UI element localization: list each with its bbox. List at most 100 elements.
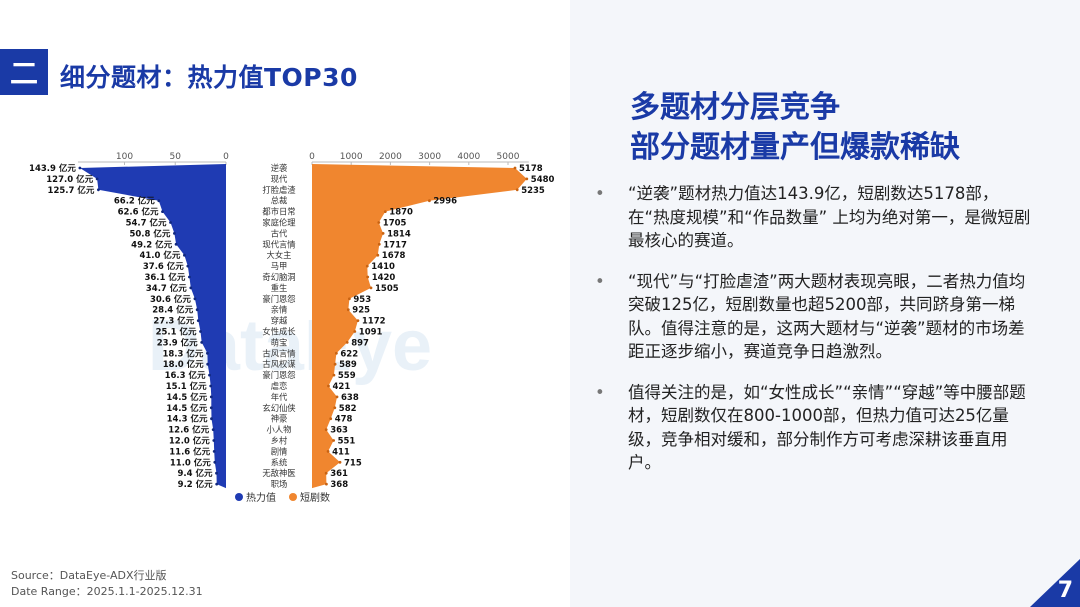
category-label: 马甲 — [271, 261, 288, 271]
heat-data-label: 125.7 亿元 — [48, 185, 95, 196]
right-axis-tick-label: 5000 — [497, 152, 520, 162]
heat-point — [195, 308, 199, 312]
count-data-label: 582 — [339, 404, 357, 414]
category-label: 古风权谋 — [262, 359, 296, 369]
count-point — [353, 330, 357, 333]
heat-data-label: 36.1 亿元 — [144, 272, 185, 283]
heat-data-label: 41.0 亿元 — [139, 250, 180, 261]
headline-line-1: 多题材分层竞争 — [630, 90, 840, 125]
count-point — [333, 362, 337, 366]
category-label: 古风言情 — [262, 348, 295, 358]
heat-data-label: 14.5 亿元 — [166, 392, 207, 403]
category-label: 逆袭 — [271, 163, 288, 173]
count-point — [428, 199, 431, 203]
count-point — [332, 439, 335, 442]
page-number: 7 — [1057, 578, 1073, 603]
heat-point — [210, 417, 213, 421]
heat-point — [209, 384, 213, 388]
count-data-label: 1172 — [362, 317, 386, 327]
count-point — [335, 395, 339, 399]
count-data-label: 925 — [352, 306, 370, 316]
category-label: 打脸虐渣 — [262, 185, 296, 195]
heat-point — [196, 319, 200, 322]
category-label: 大女主 — [267, 250, 292, 260]
count-point — [515, 188, 519, 192]
heat-data-label: 62.6 亿元 — [118, 207, 159, 218]
bullet-list: • “逆袭”题材热力值达143.9亿，短剧数达5178部，在“热度规模”和“作品数… — [595, 182, 1035, 492]
count-point — [377, 242, 381, 246]
count-data-label: 1678 — [382, 251, 406, 261]
category-label: 现代 — [271, 174, 288, 184]
bullet-item: • “逆袭”题材热力值达143.9亿，短剧数达5178部，在“热度规模”和“作品数… — [595, 182, 1035, 253]
legend-count-label: 短剧数 — [300, 491, 330, 504]
bullet-item: • 值得关注的是，如“女性成长”“亲情”“穿越”等中腰部题材，短剧数仅在800-1… — [595, 381, 1035, 475]
source-note: Source：DataEye-ADX行业版 Date Range：2025.1.… — [11, 568, 203, 600]
count-point — [345, 341, 349, 344]
heat-point — [200, 341, 204, 344]
heat-data-label: 34.7 亿元 — [146, 283, 187, 294]
source-text: Source：DataEye-ADX行业版 — [11, 569, 167, 582]
count-data-label: 1505 — [375, 284, 399, 294]
count-data-label: 5235 — [521, 186, 545, 196]
count-point — [338, 460, 342, 464]
heat-data-label: 28.4 亿元 — [152, 305, 193, 316]
heat-point — [169, 221, 172, 224]
count-point — [327, 384, 330, 388]
left-axis-tick-label: 50 — [170, 152, 182, 162]
count-data-label: 638 — [341, 393, 359, 403]
category-label: 豪门恩怨 — [262, 370, 295, 380]
category-label: 萌宝 — [271, 337, 288, 347]
count-data-label: 5480 — [531, 175, 555, 185]
right-axis-tick-label: 1000 — [340, 152, 363, 162]
legend-heat-label: 热力值 — [246, 491, 276, 504]
heat-data-label: 15.1 亿元 — [166, 381, 207, 392]
heat-point — [206, 362, 210, 366]
heat-point — [211, 428, 215, 431]
heat-point — [173, 232, 176, 235]
heat-point — [206, 351, 209, 355]
category-label: 职场 — [271, 479, 288, 489]
heat-data-label: 30.6 亿元 — [150, 294, 191, 305]
heat-point — [215, 482, 219, 486]
count-data-label: 411 — [332, 447, 350, 457]
count-point — [325, 482, 328, 486]
heat-data-label: 18.0 亿元 — [163, 359, 204, 370]
count-data-label: 368 — [330, 480, 348, 490]
count-point — [369, 286, 373, 290]
count-data-label: 2996 — [433, 197, 457, 207]
heat-point — [208, 373, 211, 377]
headline-line-2: 部分题材量产但爆款稀缺 — [630, 130, 960, 165]
heat-point — [97, 188, 100, 192]
category-label: 虐恋 — [271, 381, 288, 391]
heat-point — [199, 330, 202, 333]
count-point — [356, 319, 360, 322]
heat-data-label: 23.9 亿元 — [157, 337, 198, 348]
bullet-dot: • — [595, 382, 605, 402]
category-label: 现代言情 — [262, 239, 295, 249]
count-point — [383, 210, 387, 214]
count-data-label: 478 — [335, 415, 353, 425]
legend-count-marker — [289, 493, 297, 501]
category-label: 亲情 — [271, 305, 288, 315]
right-panel — [570, 0, 1080, 607]
bullet-item: • “现代”与“打脸虐渣”两大题材表现亮眼，二者热力值均突破125亿，短剧数量也超… — [595, 270, 1035, 364]
heat-data-label: 127.0 亿元 — [46, 174, 93, 185]
heat-point — [78, 166, 82, 170]
heat-data-label: 12.6 亿元 — [168, 425, 209, 436]
count-point — [525, 177, 529, 181]
count-data-label: 551 — [338, 437, 356, 447]
left-axis-tick-label: 100 — [116, 152, 133, 162]
category-label: 家庭伦理 — [262, 218, 296, 228]
count-data-label: 1091 — [359, 328, 383, 338]
category-label: 乡村 — [271, 436, 288, 446]
heat-point — [157, 199, 161, 203]
count-data-label: 5178 — [519, 164, 543, 174]
right-axis-tick-label: 2000 — [379, 152, 402, 162]
heat-point — [95, 177, 99, 181]
count-point — [366, 275, 370, 279]
heat-data-label: 11.6 亿元 — [169, 446, 210, 457]
heat-data-label: 143.9 亿元 — [29, 163, 76, 174]
count-point — [326, 450, 330, 453]
right-axis-tick-label: 0 — [309, 152, 315, 162]
